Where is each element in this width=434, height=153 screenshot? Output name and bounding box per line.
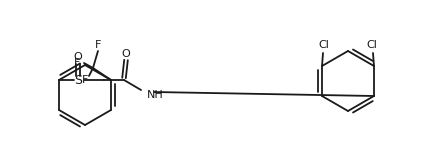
Text: O: O (74, 52, 82, 62)
Text: F: F (74, 58, 80, 68)
Text: S: S (74, 73, 82, 86)
Text: F: F (82, 75, 88, 85)
Text: F: F (95, 40, 101, 50)
Text: Cl: Cl (367, 40, 378, 50)
Text: Cl: Cl (319, 40, 329, 50)
Text: NH: NH (147, 90, 164, 100)
Text: O: O (122, 49, 130, 59)
